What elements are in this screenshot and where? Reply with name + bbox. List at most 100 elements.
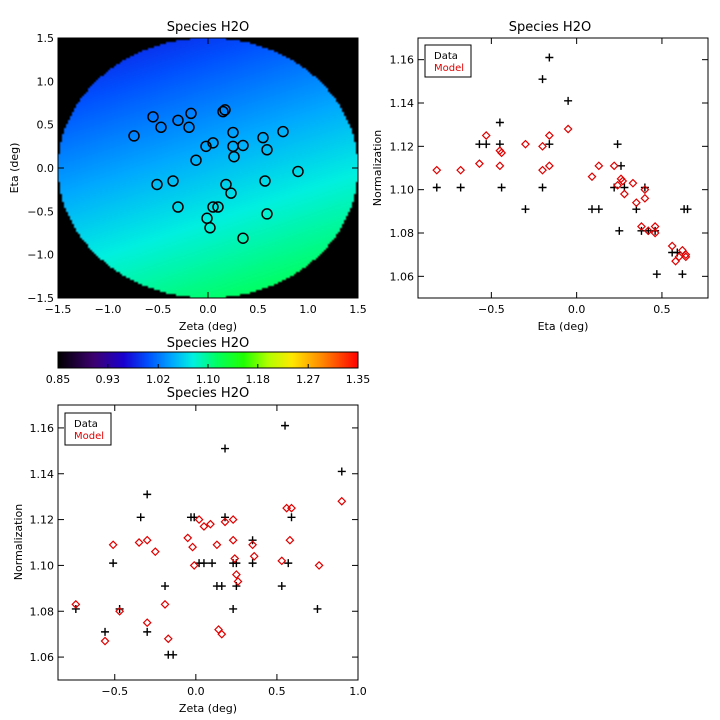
zeta-data-point xyxy=(136,513,145,522)
map-point xyxy=(277,125,289,138)
eta-data-point xyxy=(432,183,441,192)
eta-model-point xyxy=(619,189,629,199)
zeta-model-point xyxy=(194,515,204,525)
eta-y-axis: 1.06 1.08 1.10 1.12 1.14 1.16 xyxy=(390,54,708,283)
eta-data-point xyxy=(538,75,547,84)
zeta-model-point xyxy=(337,496,347,506)
zeta-model-point xyxy=(189,560,199,570)
map-point xyxy=(172,201,184,213)
zeta-y-tick-label: 1.14 xyxy=(30,468,55,481)
zeta-model-point xyxy=(230,554,240,563)
zeta-legend: Data Model xyxy=(64,412,112,446)
eta-y-tick-label: 1.08 xyxy=(390,227,415,240)
zeta-legend-model: Model xyxy=(74,431,104,442)
map-point xyxy=(220,178,232,191)
map-point xyxy=(204,222,216,234)
eta-model-point xyxy=(640,185,650,195)
zeta-data-point xyxy=(221,444,230,453)
eta-model-point xyxy=(474,159,484,169)
eta-model-point xyxy=(613,180,623,190)
eta-model-point xyxy=(681,250,691,260)
zeta-data-point xyxy=(221,513,230,522)
zeta-data-point xyxy=(284,559,293,568)
zeta-data-point xyxy=(190,513,199,522)
zeta-model-point xyxy=(231,570,241,580)
eta-model-point xyxy=(544,161,554,171)
zeta-model-point xyxy=(150,547,160,557)
zeta-model-point xyxy=(277,556,287,566)
eta-frame xyxy=(417,37,709,299)
map-x-label: Zeta (deg) xyxy=(179,320,237,333)
eta-model-point xyxy=(650,228,660,238)
eta-legend-data: Data xyxy=(434,51,458,62)
map-point xyxy=(257,131,269,144)
zeta-y-tick-label: 1.16 xyxy=(30,422,55,435)
map-point xyxy=(227,126,239,139)
eta-y-tick-label: 1.06 xyxy=(390,270,415,283)
map-point xyxy=(151,178,163,191)
zeta-data-point xyxy=(143,490,152,499)
eta-data-point xyxy=(475,140,484,149)
map-point xyxy=(237,139,249,152)
map-points xyxy=(128,104,304,244)
map-point xyxy=(200,140,212,153)
zeta-y-tick-label: 1.08 xyxy=(30,605,55,618)
zeta-data-point xyxy=(337,467,346,476)
map-point xyxy=(219,104,231,116)
eta-data-point xyxy=(495,118,504,127)
eta-data-point xyxy=(497,183,506,192)
zeta-data-point xyxy=(169,650,178,659)
zeta-data-point xyxy=(208,559,217,568)
zeta-y-label: Normalization xyxy=(12,504,25,580)
eta-y-tick-label: 1.16 xyxy=(390,54,415,67)
zeta-model-point xyxy=(220,517,230,527)
zeta-model-point xyxy=(199,522,209,531)
zeta-model-point xyxy=(108,540,118,550)
eta-model-point xyxy=(538,165,547,175)
eta-y-tick-label: 1.14 xyxy=(390,97,415,110)
eta-model-point xyxy=(628,178,638,188)
eta-model-point xyxy=(432,165,442,175)
map-point xyxy=(172,114,184,127)
map-point xyxy=(261,208,273,220)
map-point xyxy=(207,137,219,149)
map-heat-field xyxy=(58,38,358,298)
zeta-model-point xyxy=(212,540,222,550)
eta-data-point xyxy=(652,270,661,279)
eta-points xyxy=(432,53,692,279)
map-title: Species H2O xyxy=(167,20,249,35)
zeta-model-point xyxy=(160,599,170,609)
eta-x-tick-label: 0.0 xyxy=(568,303,586,316)
zeta-model-point xyxy=(228,515,238,525)
map-y-tick-label: 0.5 xyxy=(37,119,55,132)
eta-data-point xyxy=(564,96,573,105)
map-x-axis: −1.5 −1.0 −0.5 0.0 0.5 1.0 1.5 xyxy=(45,38,367,316)
zeta-data-point xyxy=(101,627,110,636)
eta-model-point xyxy=(671,256,681,266)
zeta-panel: Species H2O −0.5 0.0 0.5 1.0 1.061.081.101.… xyxy=(12,386,367,715)
eta-legend: Data Model xyxy=(424,44,472,78)
eta-data-point xyxy=(644,226,653,235)
map-panel: Species H2O −1.5 −1.0 −0.5 0.0 0.5 1.0 1.5 −1.… xyxy=(8,20,367,333)
zeta-model-point xyxy=(248,540,258,550)
zeta-model-point xyxy=(314,560,324,570)
map-x-tick-label: 0.0 xyxy=(199,303,217,316)
zeta-data-point xyxy=(143,627,152,636)
eta-model-point xyxy=(667,241,677,251)
eta-y-tick-label: 1.10 xyxy=(390,184,415,197)
eta-model-point xyxy=(456,165,466,175)
eta-model-point xyxy=(674,252,684,262)
eta-model-point xyxy=(481,131,491,140)
zeta-model-point xyxy=(282,503,292,513)
eta-model-point xyxy=(631,198,641,208)
map-point xyxy=(212,201,224,213)
zeta-data-point xyxy=(217,582,226,591)
zeta-model-point xyxy=(287,503,296,513)
zeta-data-point xyxy=(199,559,208,568)
zeta-data-point xyxy=(115,604,124,613)
map-point xyxy=(185,107,197,120)
eta-data-point xyxy=(594,205,603,214)
eta-model-point xyxy=(637,222,646,231)
colorbar-ticks: 0.85 0.93 1.02 1.10 1.18 1.27 1.35 xyxy=(46,364,370,386)
eta-model-point xyxy=(538,141,547,151)
